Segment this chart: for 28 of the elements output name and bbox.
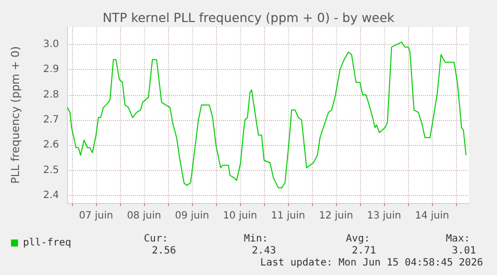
text: Last update: Mon Jun 15 04:58:45 2026	[260, 258, 483, 268]
x-tick-label: 13 juin	[366, 210, 402, 222]
y-tick-label: 2.4	[43, 190, 59, 201]
x-tick-label: 11 juin	[270, 210, 306, 222]
y-tick-label: 2.7	[43, 114, 59, 126]
text: Cur:	[144, 234, 168, 244]
y-tick-label: 2.5	[43, 164, 59, 176]
text: Min:	[244, 234, 268, 244]
text: 2.56	[152, 246, 176, 256]
text: Max:	[446, 234, 470, 244]
text: 3.01	[452, 246, 476, 256]
x-tick-label: 12 juin	[318, 210, 354, 222]
line-series	[66, 42, 466, 188]
x-tick-label: 08 juin	[126, 210, 162, 222]
text: 2.43	[252, 246, 276, 256]
legend-label: pll-freq	[23, 238, 72, 248]
y-tick-label: 2.6	[43, 140, 59, 151]
x-tick-label: 14 juin	[414, 210, 450, 222]
y-tick-label: 2.8	[43, 89, 59, 100]
x-tick-label: 09 juin	[174, 210, 210, 222]
x-tick-label: 07 juin	[78, 210, 114, 222]
text: Avg:	[346, 234, 370, 244]
chart-title: NTP kernel PLL frequency (ppm + 0) - by week	[102, 10, 396, 25]
y-axis-title: PLL frequency (ppm + 0)	[9, 46, 22, 184]
x-tick-label: 10 juin	[222, 210, 258, 222]
y-tick-label: 2.9	[43, 64, 59, 76]
y-tick-label: 3.0	[43, 39, 59, 50]
text: 2.71	[352, 246, 376, 256]
